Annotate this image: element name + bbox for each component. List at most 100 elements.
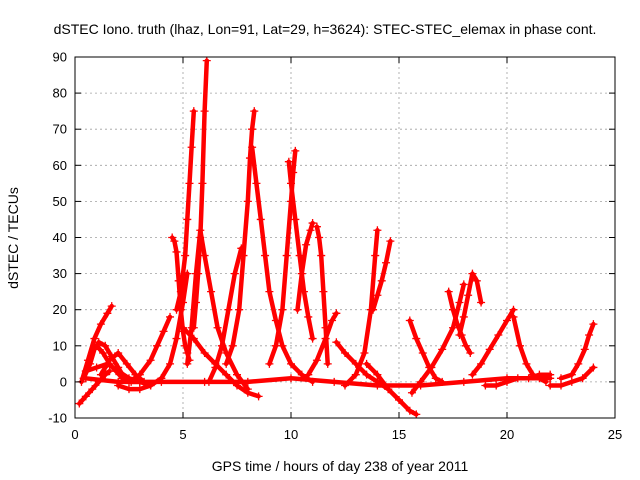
data-point [81, 374, 90, 383]
data-point [369, 305, 378, 314]
data-point [271, 341, 280, 350]
series-10 [172, 107, 198, 314]
data-point [252, 179, 261, 188]
data-point [386, 237, 395, 246]
data-point [293, 305, 302, 314]
data-point [176, 287, 185, 296]
data-point [159, 327, 168, 336]
data-point [418, 349, 427, 358]
data-point [122, 359, 131, 368]
data-point [207, 287, 216, 296]
data-point [373, 226, 382, 235]
data-point [371, 251, 380, 260]
data-point [172, 305, 181, 314]
data-point [198, 179, 207, 188]
data-point [101, 341, 110, 350]
series-16 [248, 143, 317, 386]
data-point [315, 233, 324, 242]
data-point [444, 287, 453, 296]
data-point [105, 356, 114, 365]
data-point [92, 341, 101, 350]
data-point [243, 388, 252, 397]
data-point [557, 381, 565, 390]
axis-layer: 0 5 10 15 20 25 -10 0 10 20 30 40 50 60 70 80 90 [48, 50, 622, 443]
series-track [115, 271, 190, 392]
data-point [114, 377, 123, 386]
data-point [308, 334, 317, 343]
data-point [438, 345, 447, 354]
x-tick-label: 0 [71, 427, 78, 442]
data-point [96, 370, 105, 379]
data-point [377, 276, 386, 285]
data-point [243, 197, 252, 206]
data-point [256, 215, 265, 224]
data-point [196, 226, 205, 235]
data-point [395, 395, 403, 404]
data-point [574, 359, 583, 368]
y-tick-label: 50 [53, 194, 67, 209]
data-point [248, 143, 257, 152]
y-tick-label: 40 [53, 230, 67, 245]
series-34 [546, 363, 598, 390]
data-point [172, 334, 181, 343]
data-point [185, 179, 194, 188]
data-point [477, 359, 486, 368]
series-track [457, 271, 484, 338]
data-point [459, 377, 468, 386]
data-point [321, 334, 330, 343]
data-point [459, 280, 468, 289]
series-track [81, 339, 127, 381]
data-point [546, 381, 555, 390]
data-point [319, 287, 328, 296]
data-point [412, 410, 421, 419]
data-point [297, 269, 306, 278]
data-point [200, 251, 209, 260]
data-point [172, 247, 181, 256]
data-point [317, 251, 326, 260]
series-24 [369, 237, 395, 314]
data-point [455, 330, 464, 339]
data-point [304, 370, 313, 379]
y-tick-label: 10 [53, 338, 67, 353]
data-point [146, 356, 155, 365]
data-point [125, 385, 133, 394]
data-point [472, 276, 481, 285]
data-point [189, 334, 198, 343]
data-point [522, 359, 531, 368]
data-point [449, 323, 457, 332]
data-point [135, 370, 144, 379]
data-point [468, 370, 477, 379]
data-point [405, 406, 414, 415]
data-point [431, 374, 440, 383]
data-point [580, 345, 589, 354]
data-point [213, 323, 222, 332]
data-point [248, 125, 257, 134]
data-point [373, 370, 382, 379]
grid-layer [75, 57, 615, 418]
data-point [485, 345, 494, 354]
y-tick-label: 20 [53, 302, 67, 317]
data-point [546, 374, 555, 383]
data-point [103, 309, 112, 318]
data-point [449, 305, 457, 314]
y-tick-label: 70 [53, 122, 67, 137]
y-tick-label: 60 [53, 158, 67, 173]
data-point [567, 377, 576, 386]
data-point [183, 215, 192, 224]
data-point [183, 359, 192, 368]
data-point [202, 56, 211, 65]
x-tick-label: 20 [500, 427, 514, 442]
series-layer [75, 56, 598, 419]
series-track [286, 159, 315, 341]
data-point [509, 312, 518, 321]
data-point [239, 251, 248, 260]
data-point [112, 367, 121, 376]
data-point [308, 219, 317, 228]
data-point [99, 349, 108, 358]
y-tick-label: 90 [53, 50, 67, 65]
data-point [567, 370, 576, 379]
data-point [261, 251, 270, 260]
data-point [412, 334, 421, 343]
data-point [515, 341, 524, 350]
data-point [585, 330, 594, 339]
